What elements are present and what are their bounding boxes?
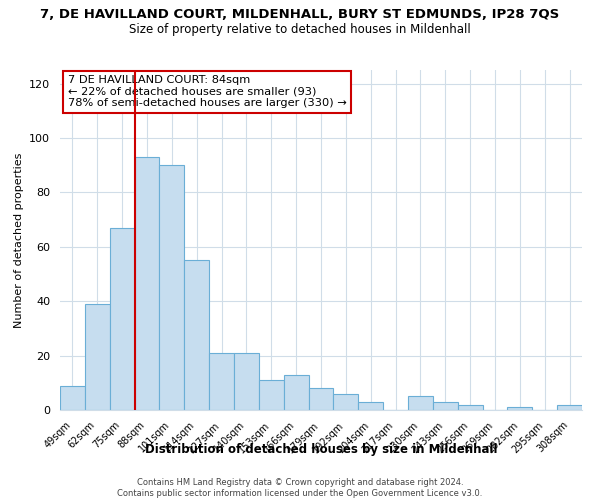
- Bar: [209, 353, 234, 410]
- Bar: [184, 260, 209, 410]
- Text: 7, DE HAVILLAND COURT, MILDENHALL, BURY ST EDMUNDS, IP28 7QS: 7, DE HAVILLAND COURT, MILDENHALL, BURY …: [40, 8, 560, 20]
- Bar: [408, 396, 433, 410]
- Bar: [60, 386, 85, 410]
- Bar: [334, 394, 358, 410]
- Bar: [557, 404, 582, 410]
- Text: Distribution of detached houses by size in Mildenhall: Distribution of detached houses by size …: [145, 442, 497, 456]
- Bar: [308, 388, 334, 410]
- Bar: [433, 402, 458, 410]
- Text: Size of property relative to detached houses in Mildenhall: Size of property relative to detached ho…: [129, 22, 471, 36]
- Bar: [110, 228, 134, 410]
- Bar: [160, 165, 184, 410]
- Bar: [358, 402, 383, 410]
- Text: 7 DE HAVILLAND COURT: 84sqm
← 22% of detached houses are smaller (93)
78% of sem: 7 DE HAVILLAND COURT: 84sqm ← 22% of det…: [68, 75, 347, 108]
- Bar: [134, 157, 160, 410]
- Bar: [284, 374, 308, 410]
- Bar: [85, 304, 110, 410]
- Y-axis label: Number of detached properties: Number of detached properties: [14, 152, 23, 328]
- Bar: [458, 404, 482, 410]
- Bar: [508, 408, 532, 410]
- Bar: [234, 353, 259, 410]
- Text: Contains HM Land Registry data © Crown copyright and database right 2024.
Contai: Contains HM Land Registry data © Crown c…: [118, 478, 482, 498]
- Bar: [259, 380, 284, 410]
